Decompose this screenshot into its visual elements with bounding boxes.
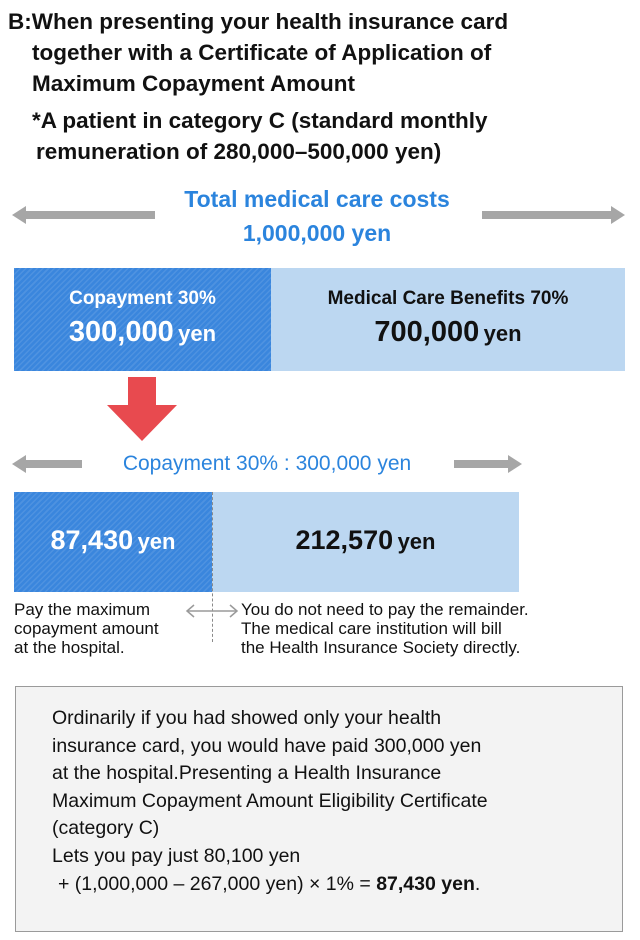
formula-prefix: + (1,000,000 – 267,000 yen) × 1% = — [58, 872, 377, 895]
copayment-breakdown-title: Copayment 30% : 300,000 yen — [122, 452, 412, 475]
benefits-unit: yen — [483, 321, 522, 346]
explanation-line: at the hospital.Presenting a Health Insu… — [52, 762, 442, 785]
copayment-bar: Copayment 30% 300,000 yen — [14, 268, 271, 371]
remainder-amount-line: 212,570 yen — [212, 525, 519, 556]
right-arrow-icon — [482, 206, 625, 224]
pay-note-line: Pay the maximum — [14, 600, 151, 619]
heading-line-2: together with a Certificate of Applicati… — [32, 40, 492, 65]
remainder-unit: yen — [397, 529, 436, 554]
explanation-line: Ordinarily if you had showed only your h… — [52, 707, 442, 729]
explanation-line: Lets you pay just 80,100 yen — [52, 844, 301, 867]
formula-result: 87,430 yen — [376, 872, 475, 895]
total-costs-title: Total medical care costs — [184, 186, 450, 212]
left-arrow-icon — [12, 455, 82, 473]
explanation-line: Maximum Copayment Amount Eligibility Cer… — [52, 789, 488, 812]
remainder-note: You do not need to pay the remainder. Th… — [241, 600, 529, 657]
pay-amount: 87,430 — [50, 525, 134, 555]
copayment-amount-line: 300,000 yen — [14, 316, 271, 349]
explanation-line: insurance card, you would have paid 300,… — [52, 734, 482, 757]
benefits-amount-line: 700,000 yen — [271, 316, 625, 349]
copayment-unit: yen — [178, 321, 217, 346]
double-arrow-icon — [185, 604, 239, 618]
pay-note-line: at the hospital. — [14, 638, 125, 657]
remainder-bar: 212,570 yen — [212, 492, 519, 592]
remainder-note-line: You do not need to pay the remainder. — [241, 600, 529, 619]
left-arrow-icon — [12, 206, 155, 224]
benefits-label: Medical Care Benefits 70% — [327, 288, 569, 309]
pay-amount-line: 87,430 yen — [14, 525, 212, 556]
heading-line-1: B:When presenting your health insurance … — [8, 9, 509, 34]
formula-suffix: . — [474, 872, 481, 895]
pay-note: Pay the maximum copayment amount at the … — [14, 600, 159, 657]
benefits-bar: Medical Care Benefits 70% 700,000 yen — [271, 268, 625, 371]
benefits-amount: 700,000 — [374, 316, 480, 348]
heading-line-3: Maximum Copayment Amount — [32, 71, 355, 96]
page-heading: B:When presenting your health insurance … — [8, 6, 508, 167]
total-costs-amount: 1,000,000 yen — [242, 220, 392, 246]
pay-at-hospital-bar: 87,430 yen — [14, 492, 212, 592]
remainder-note-line: The medical care institution will bill — [241, 619, 502, 638]
explanation-line: (category C) — [52, 817, 160, 840]
pay-note-line: copayment amount — [14, 619, 159, 638]
heading-line-4: *A patient in category C (standard month… — [32, 108, 488, 133]
heading-line-5: remuneration of 280,000–500,000 yen) — [36, 139, 442, 164]
divider-line — [212, 492, 213, 642]
down-arrow-icon — [107, 377, 177, 441]
explanation-box: Ordinarily if you had showed only your h… — [15, 686, 623, 932]
pay-unit: yen — [137, 529, 176, 554]
copayment-amount: 300,000 — [68, 316, 174, 348]
right-arrow-icon — [454, 455, 522, 473]
copayment-label: Copayment 30% — [69, 288, 216, 309]
formula-line: + (1,000,000 – 267,000 yen) × 1% = 87,43… — [52, 871, 488, 899]
remainder-amount: 212,570 — [295, 525, 394, 555]
explanation-text: Ordinarily if you had showed only your h… — [52, 705, 488, 898]
remainder-note-line: the Health Insurance Society directly. — [241, 638, 521, 657]
